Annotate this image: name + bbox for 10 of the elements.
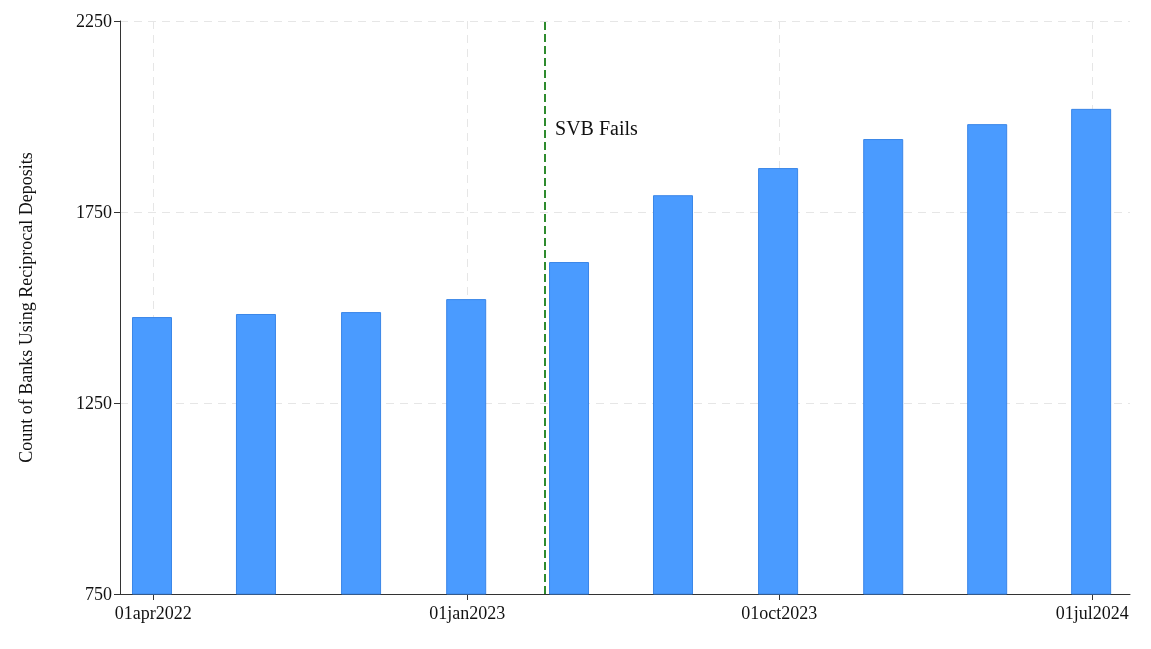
x-tick-label: 01apr2022 [114,603,192,623]
y-axis-title: Count of Banks Using Reciprocal Deposits [16,152,36,463]
x-tick-label: 01jan2023 [429,603,506,623]
y-tick-label: 1250 [76,393,112,413]
y-tick-label: 2250 [76,11,112,31]
y-tick-label: 750 [85,584,112,604]
ref-line-label: SVB Fails [555,117,639,139]
x-tick-label: 01oct2023 [741,603,818,623]
y-tick-label: 1750 [76,202,112,222]
x-tick-label: 01jul2024 [1055,603,1129,623]
